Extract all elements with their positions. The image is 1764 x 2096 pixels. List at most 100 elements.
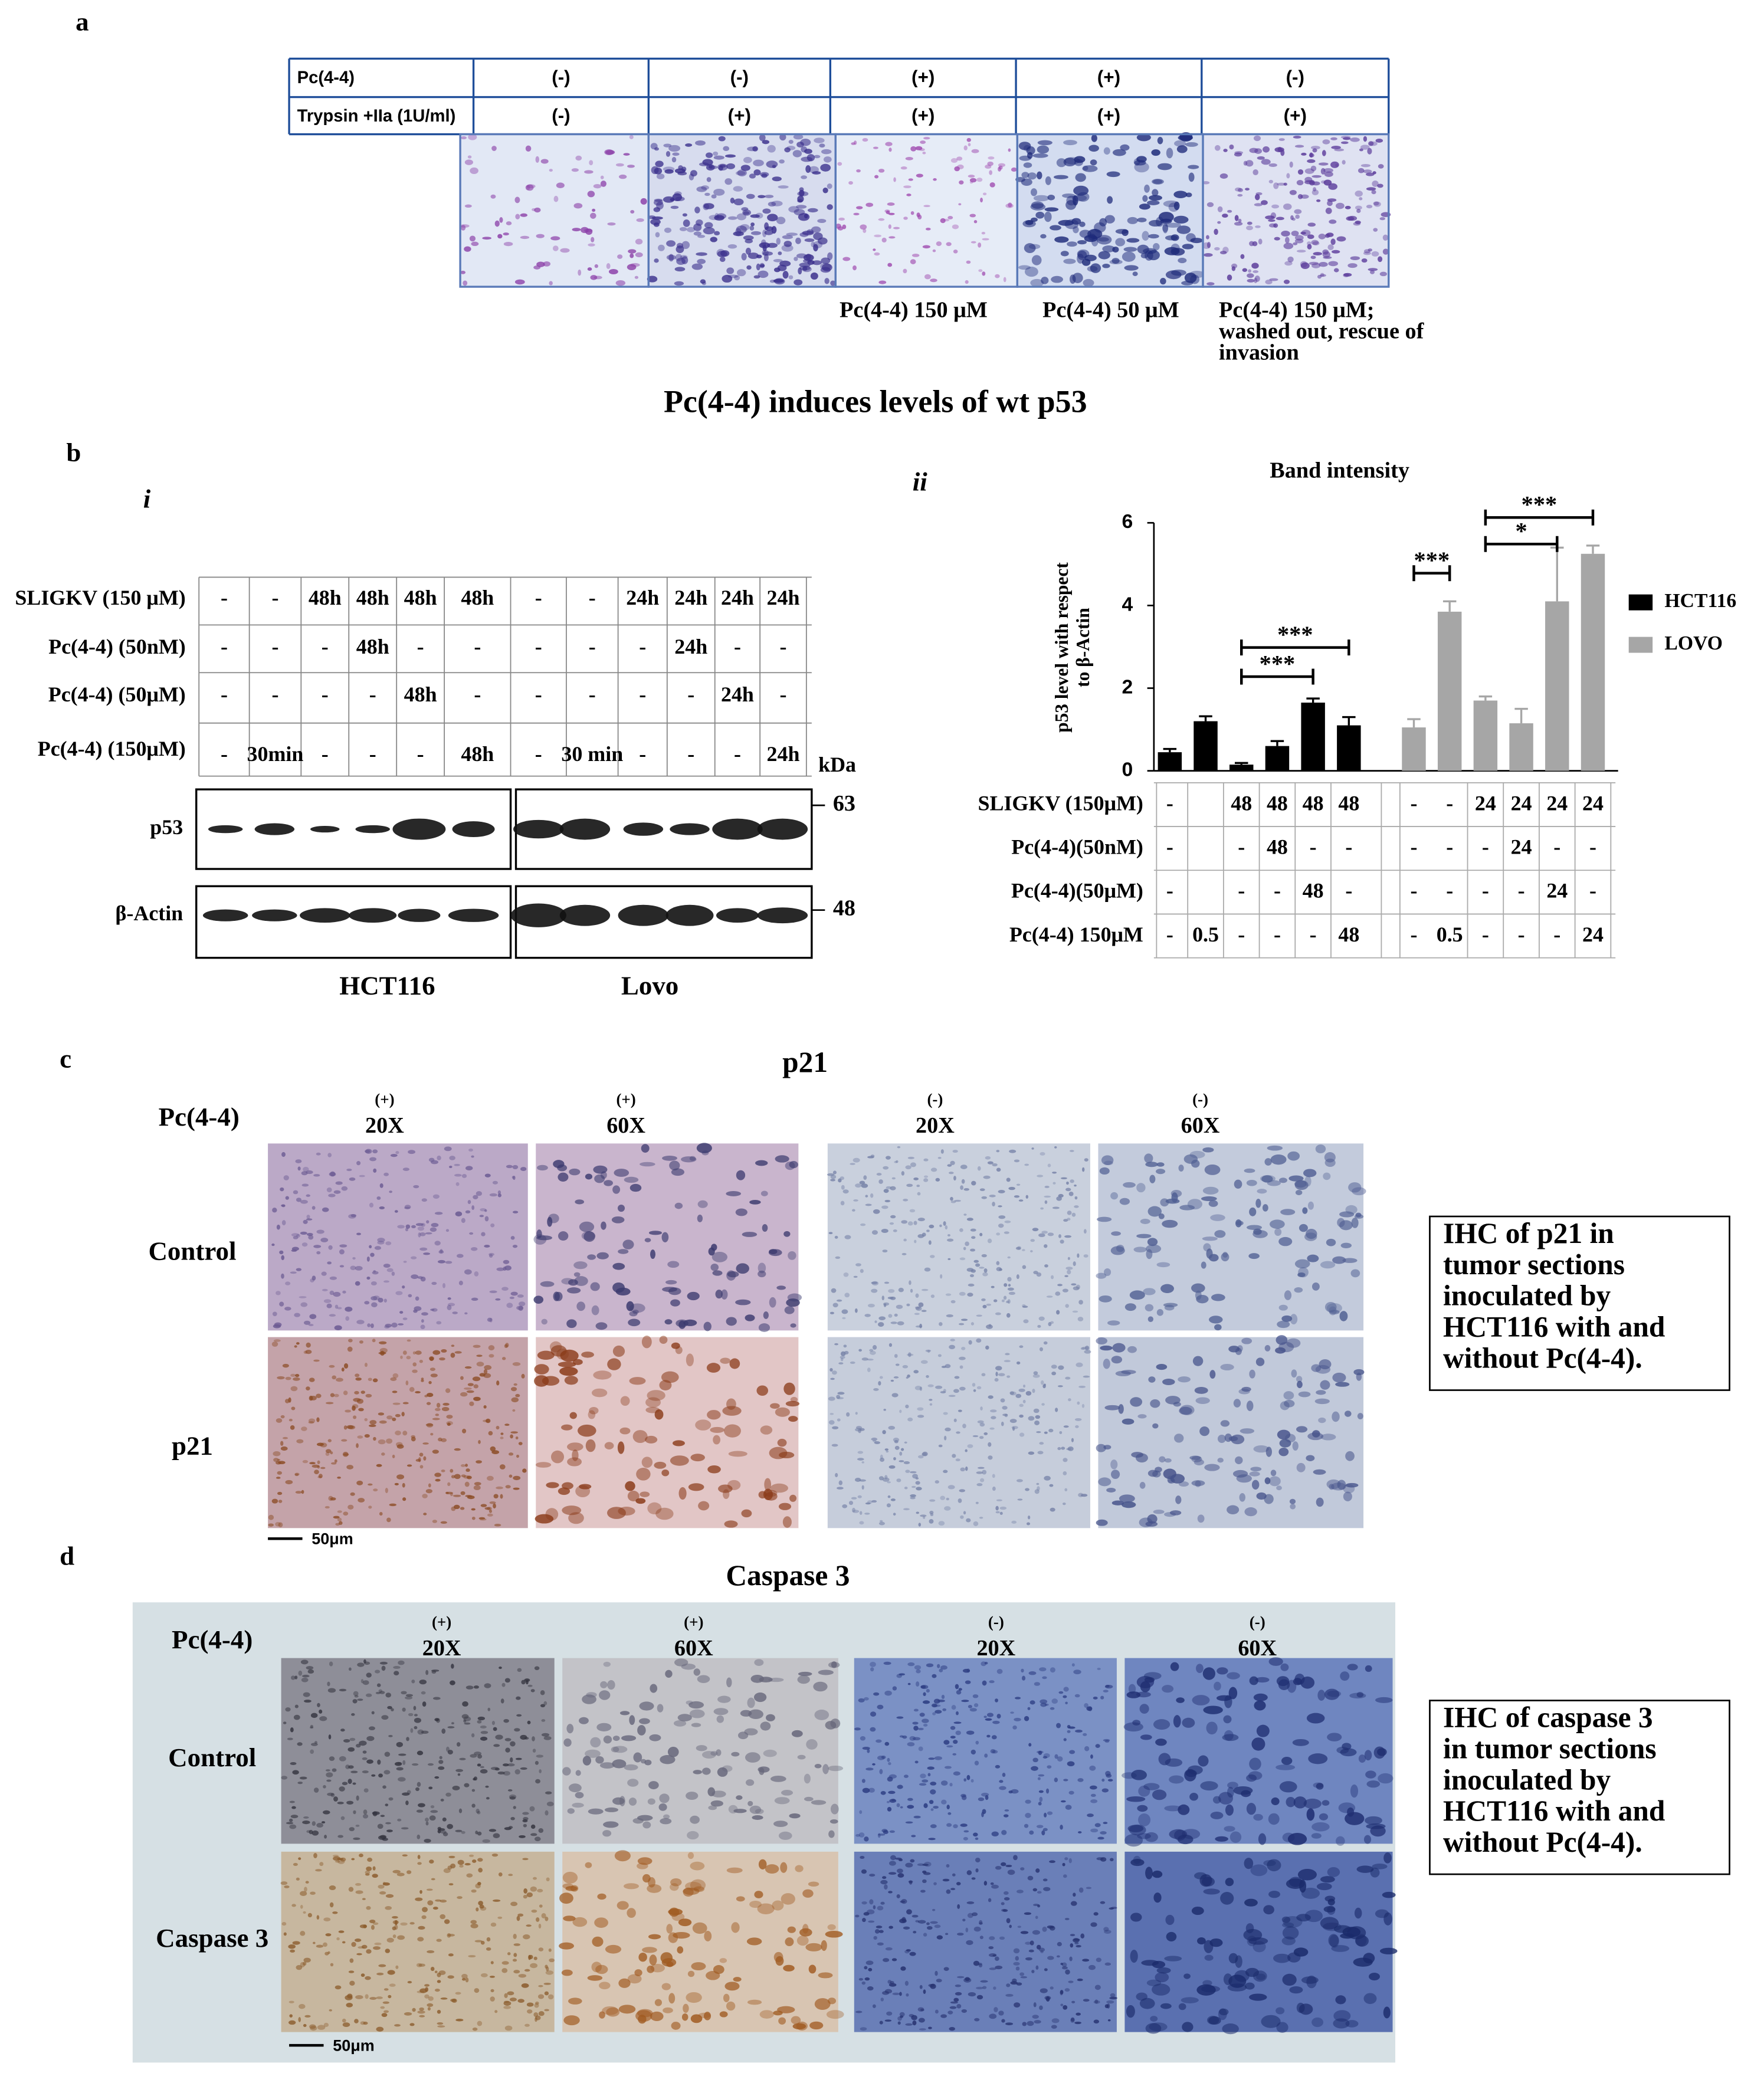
cell [330, 1393, 335, 1398]
cell [648, 1781, 659, 1790]
cell [946, 242, 952, 247]
cell [1132, 1720, 1141, 1726]
cell [1136, 133, 1151, 142]
cell [585, 1173, 593, 1180]
cell [329, 1314, 336, 1317]
cell [635, 252, 643, 258]
cell [973, 1926, 981, 1932]
cell [976, 1986, 983, 1990]
cell [935, 2009, 939, 2014]
cell [544, 2009, 550, 2012]
cell [762, 251, 773, 256]
cell [1340, 141, 1349, 145]
cell [778, 251, 782, 255]
cell [568, 1279, 578, 1286]
cell [1169, 1510, 1182, 1516]
cell [429, 1859, 434, 1864]
cell [572, 1802, 584, 1808]
cell [1169, 1775, 1184, 1784]
cell [1270, 1470, 1277, 1477]
cell [1311, 240, 1319, 245]
cell [510, 1901, 518, 1907]
cell [402, 1167, 410, 1172]
cell [1244, 1507, 1257, 1517]
cell [982, 1986, 987, 1989]
cell [662, 1287, 677, 1293]
cell [762, 1224, 768, 1232]
cell [897, 1785, 903, 1789]
cell [1383, 1852, 1392, 1864]
cell [1244, 1858, 1254, 1869]
cell [989, 2013, 997, 2019]
cell [1078, 1831, 1082, 1833]
cell [886, 1450, 889, 1453]
cell [928, 2026, 932, 2029]
cell [888, 1289, 895, 1293]
cell [923, 1158, 929, 1162]
cell [843, 1272, 849, 1277]
cell [1268, 1813, 1280, 1825]
cell [1033, 195, 1050, 202]
cell [914, 1313, 920, 1315]
cell [1284, 1290, 1292, 1300]
cell [1022, 1265, 1027, 1270]
cell [366, 1736, 375, 1741]
cell [327, 1792, 335, 1796]
cell [428, 1483, 431, 1488]
cell [434, 1970, 438, 1973]
cell [1252, 1230, 1268, 1238]
cell [461, 1474, 466, 1478]
cell [1170, 1474, 1185, 1484]
cell [772, 165, 776, 169]
cell [1317, 1690, 1326, 1701]
cell [838, 1362, 844, 1364]
cell [919, 1713, 925, 1717]
cell [296, 1268, 302, 1271]
cell [1034, 1420, 1040, 1425]
cell [1044, 211, 1052, 222]
cell [1044, 1200, 1048, 1204]
cell [364, 1418, 368, 1422]
cell [385, 1692, 392, 1698]
cell [1065, 1969, 1070, 1975]
cell [843, 1344, 847, 1348]
cell [425, 1232, 432, 1235]
cell [750, 222, 755, 227]
cell [876, 1739, 882, 1743]
cell: - [1166, 923, 1173, 946]
cell [507, 1952, 511, 1956]
cell [935, 1480, 939, 1484]
cell [1050, 1507, 1055, 1512]
cell [963, 1977, 972, 1983]
cell [1358, 168, 1365, 173]
cell [333, 1291, 341, 1297]
cell [804, 1773, 811, 1784]
cell [1301, 152, 1307, 156]
image-frame [1202, 133, 1390, 288]
cell [1142, 195, 1148, 202]
cell [706, 177, 711, 182]
cell [421, 1312, 428, 1316]
cell [1032, 2015, 1039, 2019]
cell [890, 1296, 896, 1300]
cell [1327, 200, 1333, 206]
cell [832, 1370, 837, 1375]
cell [1206, 1721, 1218, 1735]
cell [370, 1296, 378, 1301]
cell [536, 1754, 544, 1758]
cell [965, 1241, 969, 1247]
cell [958, 1409, 962, 1412]
cell [432, 1907, 438, 1910]
cell [1326, 1238, 1336, 1247]
cell [1039, 1347, 1043, 1352]
cell [448, 1855, 455, 1858]
cell [953, 1721, 962, 1724]
cell [917, 1920, 926, 1924]
cell [1369, 270, 1375, 274]
cell [824, 278, 829, 284]
cell [309, 2024, 316, 2029]
cell [465, 1166, 473, 1171]
cell [329, 1885, 336, 1891]
cell [959, 1489, 966, 1493]
cell [386, 1937, 394, 1943]
